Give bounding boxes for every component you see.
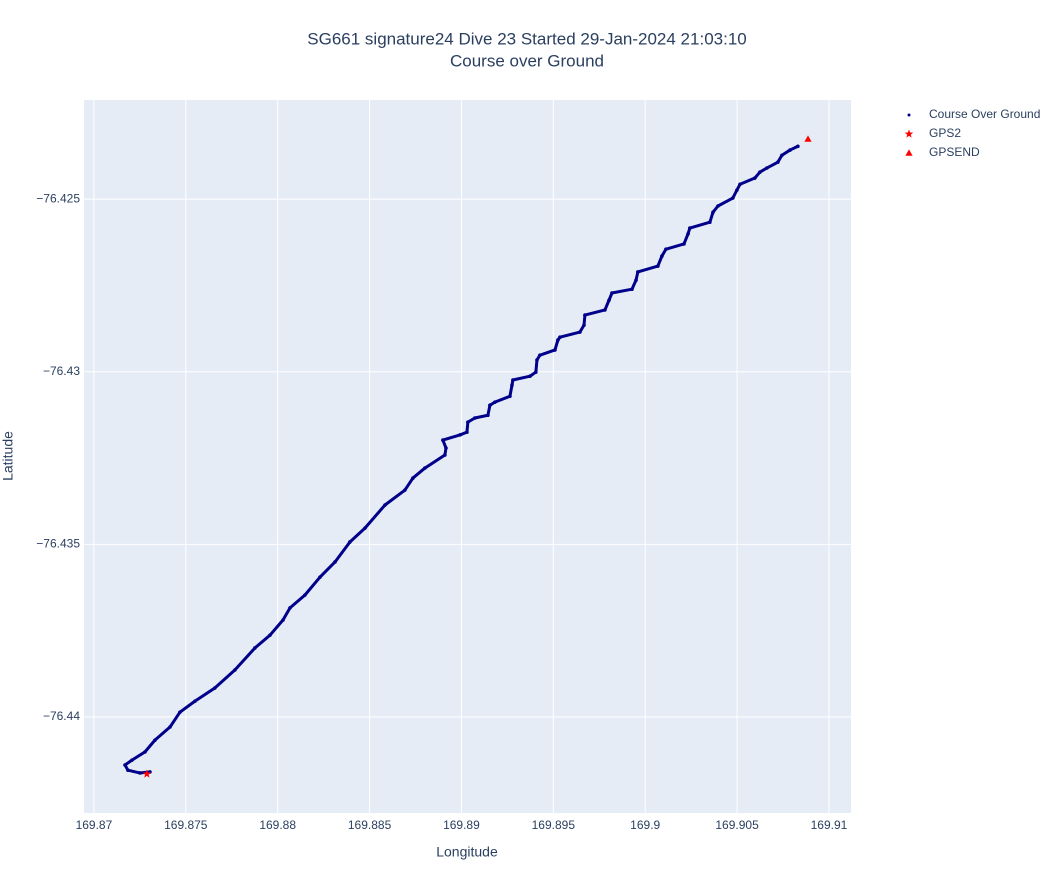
data-point xyxy=(682,242,686,246)
data-point xyxy=(411,476,415,480)
x-tick-label: 169.885 xyxy=(348,818,392,832)
data-point xyxy=(403,488,407,492)
data-point xyxy=(664,247,668,251)
legend-symbol xyxy=(905,149,913,156)
data-point xyxy=(660,254,664,258)
data-point xyxy=(636,270,640,274)
data-point xyxy=(558,335,562,340)
data-point xyxy=(583,313,587,317)
y-tick-label: −76.435 xyxy=(36,537,80,551)
data-point xyxy=(607,298,611,303)
data-point xyxy=(142,769,152,778)
data-point xyxy=(758,170,762,174)
data-point xyxy=(444,446,448,450)
data-point xyxy=(711,210,715,215)
plot-area xyxy=(84,100,851,813)
data-point xyxy=(213,686,217,690)
y-tick-label: −76.44 xyxy=(43,709,80,723)
data-point xyxy=(556,338,560,342)
data-point xyxy=(138,771,142,775)
data-point xyxy=(603,308,607,312)
data-point xyxy=(686,232,690,236)
data-point xyxy=(488,403,492,408)
data-point xyxy=(578,330,582,334)
data-point xyxy=(253,646,257,650)
data-point xyxy=(465,430,469,434)
data-point xyxy=(281,618,285,622)
data-point xyxy=(796,144,800,149)
chart-subtitle: Course over Ground xyxy=(450,51,604,70)
data-point xyxy=(143,750,147,754)
data-point xyxy=(303,593,307,597)
data-point xyxy=(656,264,660,268)
data-point xyxy=(765,166,769,170)
data-point xyxy=(804,135,812,142)
data-point xyxy=(634,278,638,283)
data-point xyxy=(130,758,134,762)
data-point xyxy=(383,503,387,507)
data-point xyxy=(538,353,542,357)
data-point xyxy=(486,413,490,418)
data-point xyxy=(193,699,197,703)
data-point xyxy=(443,453,447,457)
y-tick-label: −76.425 xyxy=(36,191,80,205)
chart-title: SG661 signature24 Dive 23 Started 29-Jan… xyxy=(307,29,746,48)
data-point xyxy=(178,710,182,714)
data-point xyxy=(493,400,497,404)
data-point xyxy=(126,768,130,772)
data-point xyxy=(534,370,538,374)
data-point xyxy=(508,394,512,399)
data-point xyxy=(582,323,586,327)
legend-label: GPSEND xyxy=(929,145,980,159)
legend-symbol xyxy=(907,113,911,117)
x-tick-label: 169.895 xyxy=(532,818,576,832)
data-point xyxy=(510,383,514,388)
y-tick-label: −76.43 xyxy=(43,364,80,378)
data-point xyxy=(153,738,157,742)
data-point xyxy=(458,433,462,437)
x-axis-title: Longitude xyxy=(436,844,498,860)
data-point xyxy=(688,226,692,230)
data-point xyxy=(735,188,739,192)
x-tick-label: 169.905 xyxy=(715,818,759,832)
data-point xyxy=(708,220,712,225)
legend-label: Course Over Ground xyxy=(929,107,1040,121)
legend-label: GPS2 xyxy=(929,126,961,140)
data-point xyxy=(348,540,352,544)
data-point xyxy=(511,378,515,382)
y-axis-title: Latitude xyxy=(0,431,16,481)
x-tick-label: 169.88 xyxy=(259,818,296,832)
data-point xyxy=(268,633,272,637)
data-point xyxy=(535,358,539,362)
data-point xyxy=(473,416,477,420)
data-point xyxy=(233,668,237,672)
data-point xyxy=(780,153,784,158)
data-point xyxy=(288,606,292,610)
data-point xyxy=(553,348,557,352)
data-point xyxy=(731,196,735,200)
data-point xyxy=(466,420,470,424)
data-point xyxy=(318,575,322,579)
data-point xyxy=(738,182,742,187)
data-point xyxy=(753,176,757,180)
data-point xyxy=(716,204,720,208)
data-point xyxy=(528,374,532,379)
data-point xyxy=(630,287,634,292)
legend-symbol xyxy=(904,129,914,138)
data-point xyxy=(423,466,427,470)
data-point xyxy=(333,560,337,564)
x-tick-label: 169.9 xyxy=(630,818,660,832)
data-point xyxy=(788,148,792,152)
data-point xyxy=(776,160,780,164)
x-tick-label: 169.89 xyxy=(443,818,480,832)
data-point xyxy=(610,291,614,295)
data-point xyxy=(441,438,445,442)
data-point xyxy=(363,526,367,530)
data-point xyxy=(168,725,172,729)
x-tick-label: 169.87 xyxy=(76,818,113,832)
x-tick-label: 169.875 xyxy=(164,818,208,832)
x-tick-label: 169.91 xyxy=(811,818,848,832)
data-point xyxy=(123,763,127,767)
